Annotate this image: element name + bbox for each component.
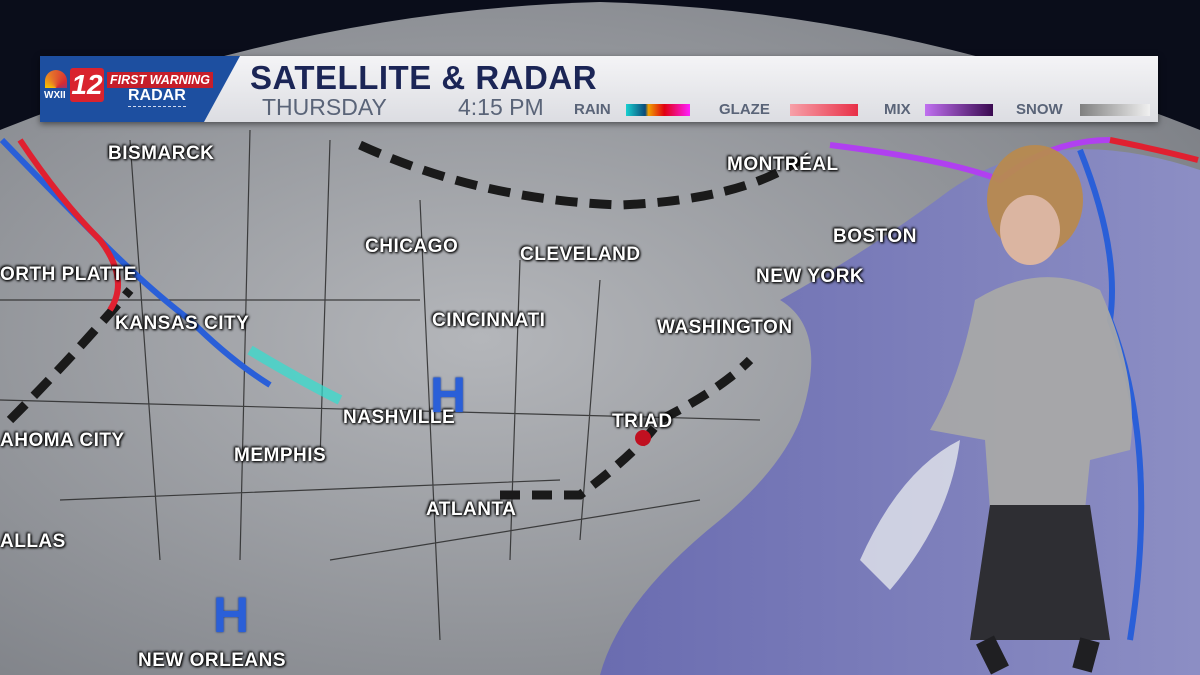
peacock-icon [45,70,67,88]
city-label: AHOMA CITY [0,430,125,451]
high-pressure-marker: H [213,587,250,643]
cloud-band [860,440,960,590]
legend-rain-bar [626,104,690,116]
city-label: BOSTON [833,226,917,247]
warm-front-west [17,138,121,312]
city-label: MONTRÉAL [727,154,839,175]
station-call: WXII [44,90,66,101]
trough-line-southeast [500,356,754,500]
city-label: BISMARCK [108,143,215,164]
radar-precip [247,345,343,405]
trough-line-north [358,140,803,210]
trough-line-west [6,287,134,424]
city-label: NEW ORLEANS [138,650,286,671]
city-label: TRIAD [612,411,673,432]
brand-top: FIRST WARNING [107,72,213,88]
city-label: WASHINGTON [657,317,793,338]
presenter [930,145,1132,675]
high-pressure-marker: H [430,367,467,423]
legend-snow-bar [1080,104,1150,116]
station-logo: WXII 12 FIRST WARNING RADAR [40,56,240,122]
state-borders [0,129,761,641]
legend-mix-label: MIX [884,101,911,118]
cold-front-west [0,137,272,388]
city-label: MEMPHIS [234,445,327,466]
channel-number: 12 [70,68,104,102]
city-label: NASHVILLE [343,407,456,428]
city-label: ORTH PLATTE [0,264,138,285]
city-label: ATLANTA [426,499,517,520]
legend-snow-label: SNOW [1016,101,1063,118]
city-label: NEW YORK [756,266,865,287]
warm-front-east [1109,137,1199,163]
city-label: KANSAS CITY [115,313,250,334]
day-label: THURSDAY [262,94,387,120]
brand-bottom: RADAR [128,87,186,107]
legend-glaze-label: GLAZE [719,101,770,118]
city-label: CHICAGO [365,236,459,257]
page-title: SATELLITE & RADAR [250,59,598,96]
city-label: ALLAS [0,531,66,552]
legend-glaze-bar [790,104,858,116]
legend-mix-bar [925,104,993,116]
triad-marker [635,430,651,446]
title-banner: WXII 12 FIRST WARNING RADAR SATELLITE & … [40,56,1158,122]
city-label: CLEVELAND [520,244,641,265]
city-label: CINCINNATI [432,310,546,331]
legend-rain-label: RAIN [574,101,611,118]
time-label: 4:15 PM [458,94,544,120]
